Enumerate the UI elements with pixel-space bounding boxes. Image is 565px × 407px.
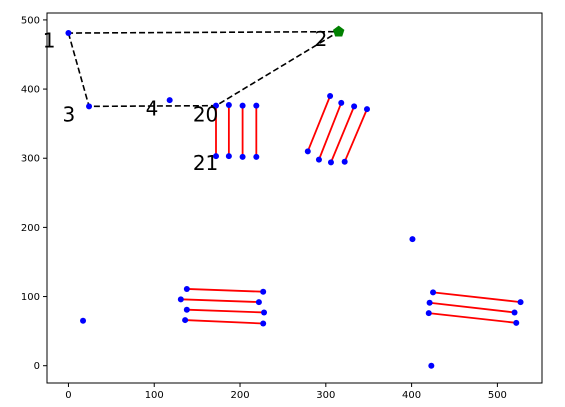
- data-point: [426, 299, 433, 306]
- path-line: [67, 30, 342, 108]
- segment-line: [180, 298, 259, 303]
- segment-line: [186, 288, 264, 293]
- data-point: [327, 92, 334, 99]
- annotation-layer: 1 2 3 4 20 21: [43, 27, 328, 175]
- point-layer: [65, 30, 524, 369]
- planned-path: [67, 30, 342, 108]
- segment-layer: [180, 95, 521, 325]
- x-tick-label: 200: [230, 390, 249, 401]
- point-annotation: 4: [146, 96, 159, 120]
- segment-line: [428, 312, 517, 324]
- data-point: [86, 103, 93, 110]
- data-point: [166, 97, 173, 104]
- data-point: [225, 153, 232, 160]
- data-point: [182, 317, 189, 324]
- goal-layer: [332, 25, 345, 37]
- point-annotation: 20: [193, 103, 218, 127]
- data-point: [517, 299, 524, 306]
- y-tick-label: 0: [34, 361, 40, 372]
- segment-line: [432, 291, 521, 303]
- x-tick-label: 500: [488, 390, 507, 401]
- point-annotation: 1: [43, 29, 56, 53]
- data-point: [511, 309, 518, 316]
- segment-line: [306, 95, 331, 152]
- segment-line: [343, 108, 368, 163]
- point-annotation: 2: [315, 27, 328, 51]
- data-point: [341, 158, 348, 165]
- y-tick-label: 500: [21, 15, 40, 26]
- goal-marker: [332, 25, 345, 37]
- data-point: [239, 153, 246, 160]
- data-point: [253, 102, 260, 109]
- y-tick-label: 400: [21, 85, 40, 96]
- data-point: [253, 153, 260, 160]
- plot-area-frame: [46, 12, 543, 384]
- data-point: [351, 103, 358, 110]
- segment-line: [186, 308, 265, 314]
- data-point: [363, 106, 370, 113]
- segment-line: [185, 319, 264, 325]
- data-point: [213, 153, 220, 160]
- data-point: [183, 285, 190, 292]
- data-point: [177, 296, 184, 303]
- x-tick-label: 100: [145, 390, 164, 401]
- data-point: [65, 30, 72, 37]
- data-point: [80, 317, 87, 324]
- data-point: [425, 310, 432, 317]
- data-point: [225, 101, 232, 108]
- data-point: [255, 299, 262, 306]
- segment-line: [429, 301, 515, 314]
- data-point: [513, 319, 520, 326]
- data-point: [261, 309, 268, 316]
- y-tick-label: 100: [21, 292, 40, 303]
- segment-line: [318, 102, 343, 160]
- data-point: [327, 159, 334, 166]
- data-point: [315, 156, 322, 163]
- data-point: [260, 288, 267, 295]
- segment-line: [330, 106, 355, 163]
- data-point: [409, 236, 416, 243]
- axis-ticks: 0 100 200 300 400 500 0 100 200 300 400 500: [21, 15, 507, 401]
- x-tick-label: 300: [316, 390, 335, 401]
- data-point: [239, 102, 246, 109]
- x-tick-label: 400: [402, 390, 421, 401]
- data-point: [304, 148, 311, 155]
- data-point: [430, 289, 437, 296]
- data-point: [428, 362, 435, 369]
- data-point: [338, 99, 345, 106]
- data-point: [213, 102, 220, 109]
- x-tick-label: 0: [65, 390, 71, 401]
- data-point: [260, 320, 267, 327]
- point-annotation: 3: [62, 103, 75, 127]
- y-tick-label: 200: [21, 223, 40, 234]
- point-annotation: 21: [193, 151, 218, 175]
- data-point: [183, 306, 190, 313]
- y-tick-label: 300: [21, 154, 40, 165]
